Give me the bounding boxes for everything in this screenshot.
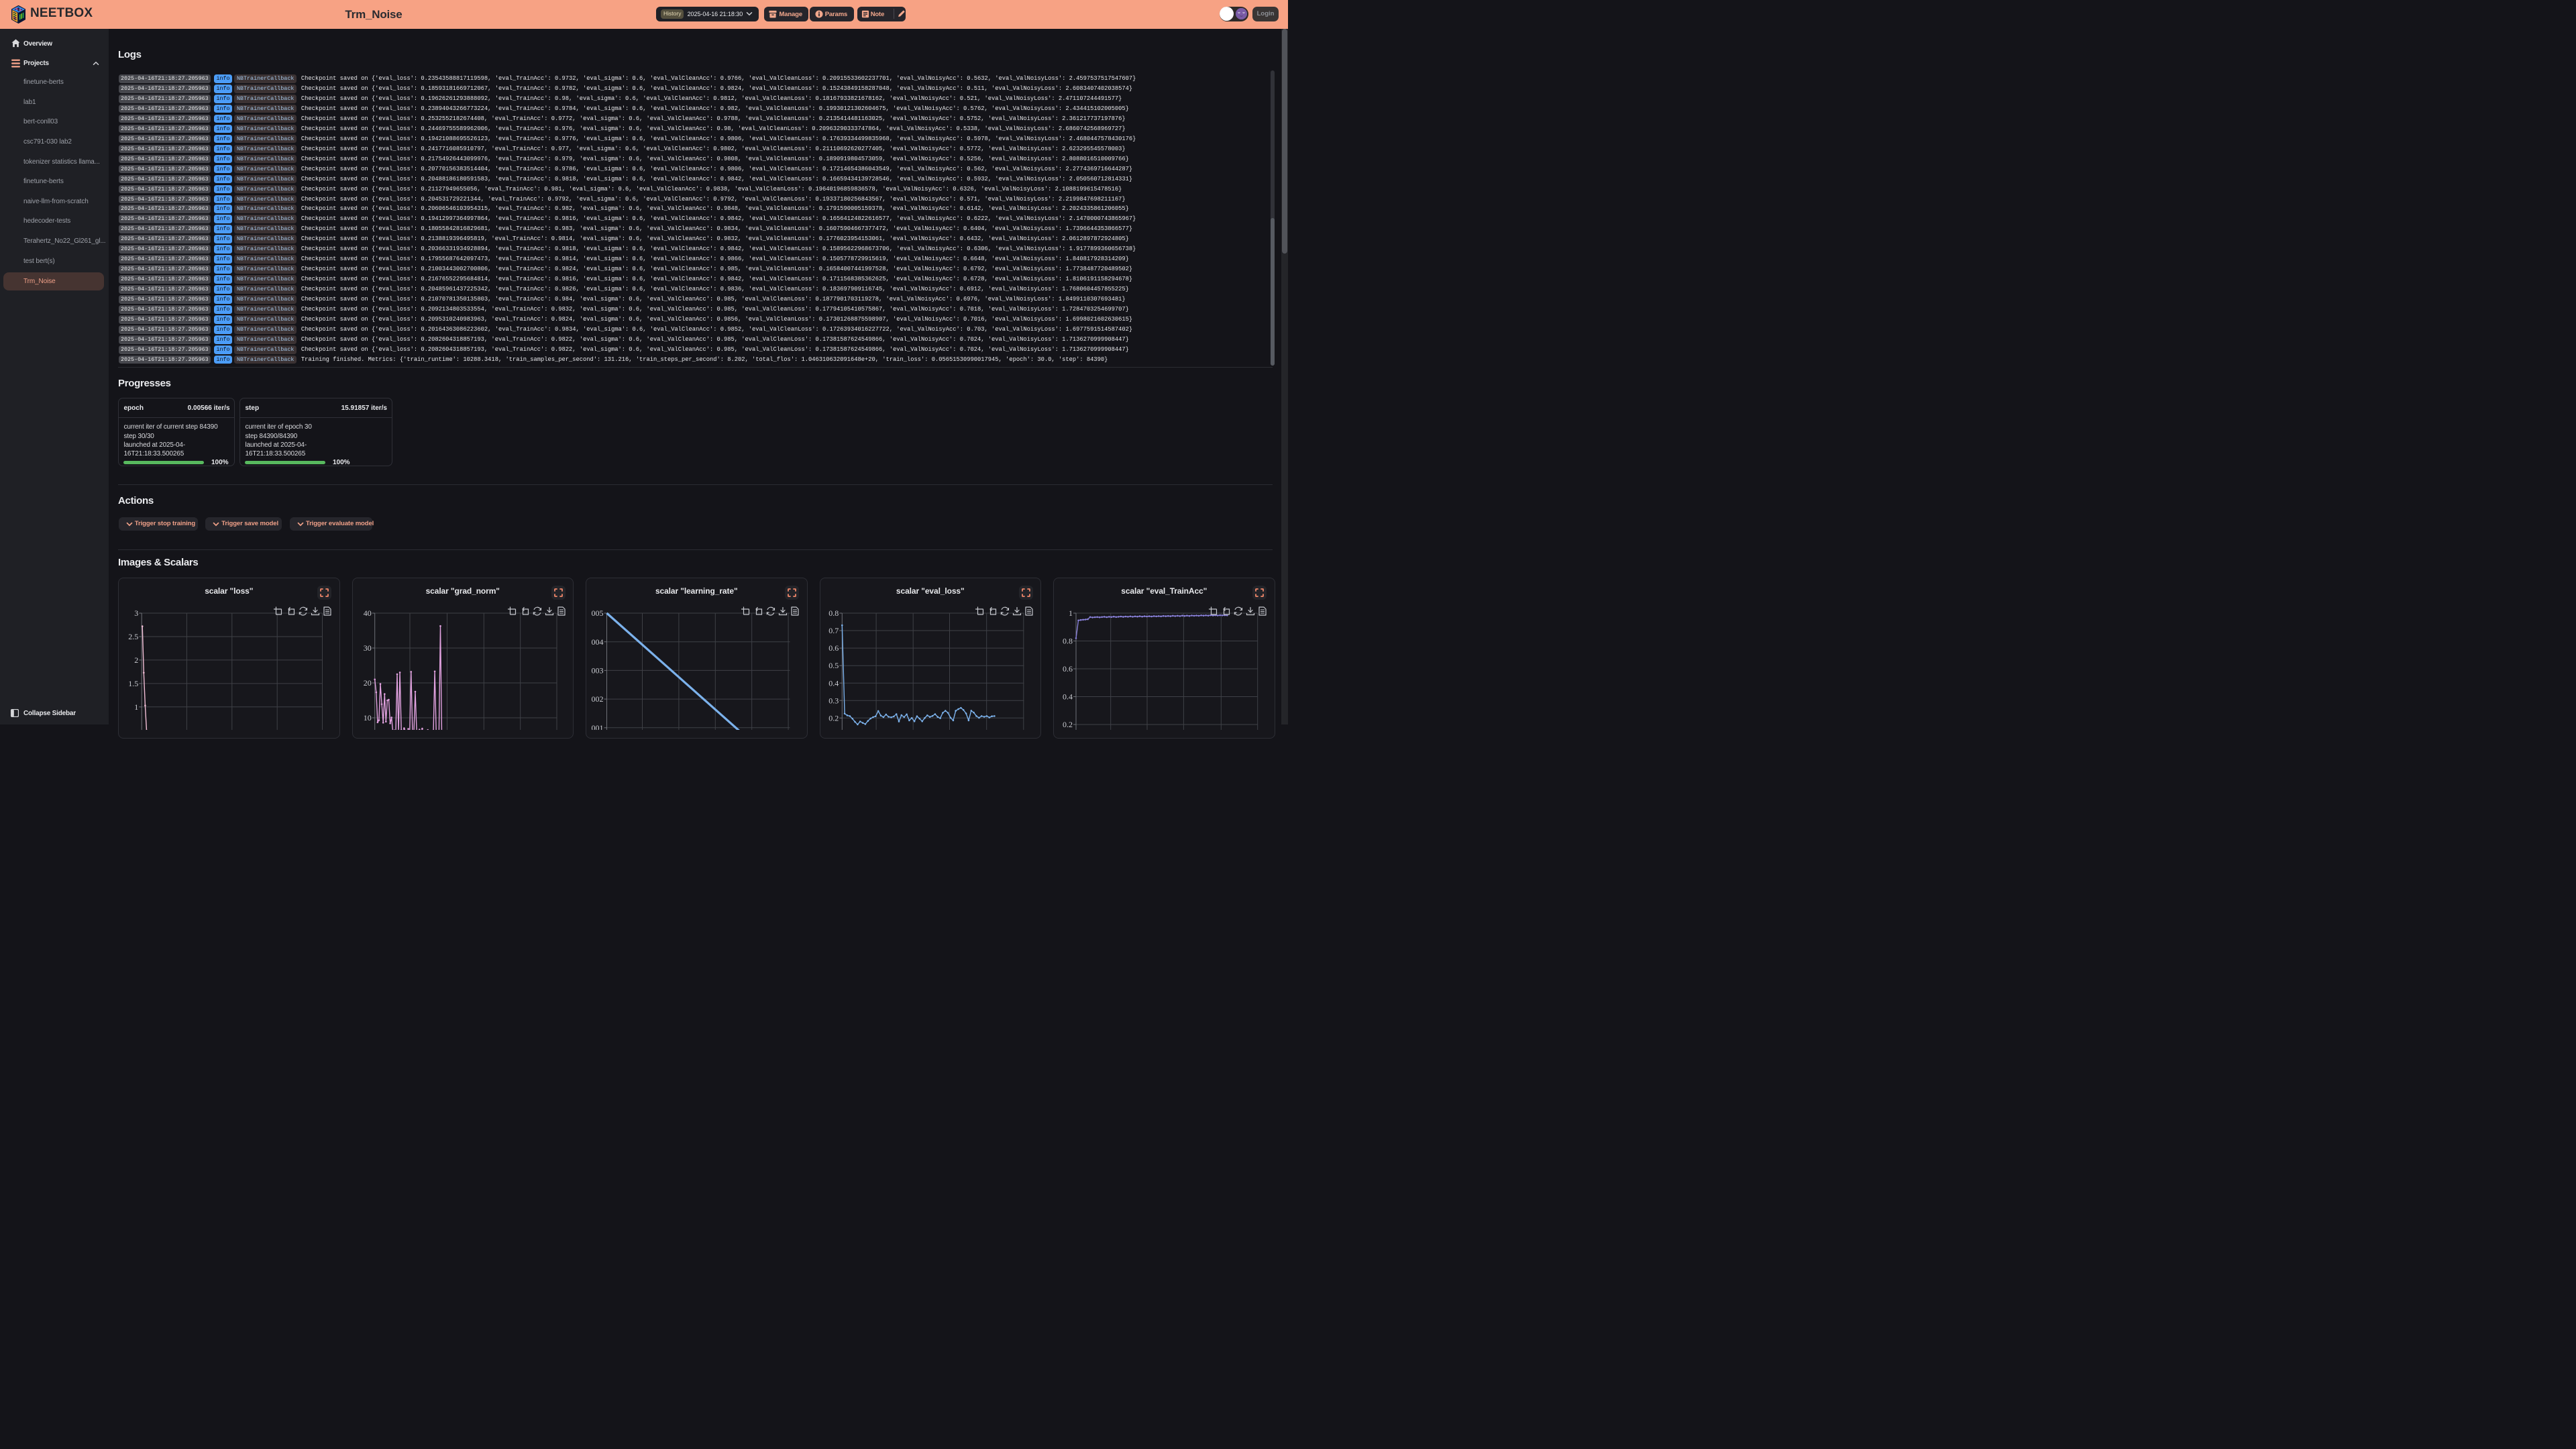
svg-text:0.6: 0.6 [1063, 664, 1073, 674]
svg-text:0.005: 0.005 [586, 608, 604, 618]
svg-text:1.5: 1.5 [128, 679, 138, 688]
svg-text:0.7: 0.7 [828, 626, 839, 635]
svg-text:0.8: 0.8 [828, 608, 839, 618]
svg-text:0.002: 0.002 [586, 694, 604, 704]
svg-text:1: 1 [1069, 608, 1073, 618]
svg-text:0.003: 0.003 [586, 665, 604, 675]
svg-text:0.2: 0.2 [828, 713, 839, 722]
svg-text:0.001: 0.001 [586, 723, 604, 730]
svg-text:30: 30 [363, 643, 371, 653]
svg-text:0.5: 0.5 [828, 661, 839, 670]
svg-text:3: 3 [134, 608, 138, 618]
svg-text:20: 20 [363, 678, 371, 688]
svg-text:0.004: 0.004 [586, 637, 604, 647]
svg-text:2.5: 2.5 [128, 632, 138, 641]
svg-text:2: 2 [134, 655, 138, 665]
svg-text:0.2: 0.2 [1063, 720, 1073, 729]
svg-text:40: 40 [363, 608, 371, 618]
svg-text:10: 10 [363, 713, 371, 722]
svg-text:0.6: 0.6 [828, 643, 839, 653]
svg-text:0.3: 0.3 [828, 696, 839, 705]
svg-text:1: 1 [134, 702, 138, 712]
svg-text:0.4: 0.4 [828, 678, 839, 688]
svg-text:0.4: 0.4 [1063, 692, 1073, 701]
svg-text:0.8: 0.8 [1063, 636, 1073, 645]
